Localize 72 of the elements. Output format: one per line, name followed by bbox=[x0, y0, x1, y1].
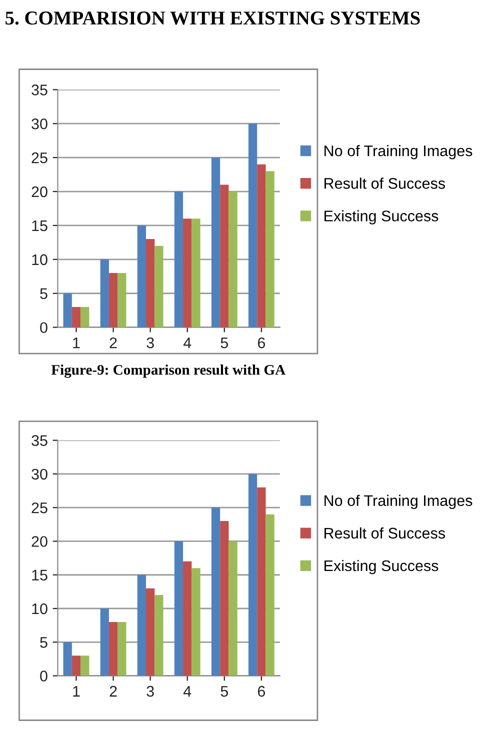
y-tick-label: 10 bbox=[32, 603, 48, 614]
bar bbox=[137, 225, 146, 328]
bar bbox=[211, 158, 220, 328]
legend-label: Result of Success bbox=[324, 527, 445, 539]
bar bbox=[174, 541, 184, 676]
chart-title: 5. COMPARISION WITH EXISTING SYSTEMS bbox=[6, 12, 420, 25]
x-tick-label: 3 bbox=[146, 686, 154, 697]
bar bbox=[257, 164, 266, 328]
y-tick-label: 35 bbox=[32, 435, 48, 446]
bar bbox=[137, 574, 146, 676]
legend-label: No of Training Images bbox=[324, 145, 472, 160]
bar bbox=[174, 192, 184, 328]
bar bbox=[72, 306, 81, 328]
y-tick-label: 15 bbox=[32, 570, 48, 581]
bar bbox=[63, 642, 72, 676]
bar bbox=[266, 171, 274, 328]
bar bbox=[211, 508, 220, 676]
bar bbox=[248, 124, 258, 328]
y-tick-label: 0 bbox=[40, 670, 48, 682]
bar bbox=[266, 514, 274, 676]
x-tick-label: 3 bbox=[146, 337, 154, 348]
y-tick-label: 35 bbox=[32, 84, 48, 96]
bar bbox=[257, 487, 266, 676]
bar bbox=[72, 656, 81, 676]
x-tick-label: 5 bbox=[220, 686, 228, 697]
bar bbox=[192, 218, 200, 328]
x-tick-label: 4 bbox=[183, 338, 192, 348]
y-tick-label: 25 bbox=[32, 152, 48, 164]
y-tick-label: 5 bbox=[40, 637, 48, 648]
legend-label: Existing Success bbox=[324, 560, 438, 574]
y-tick-label: 30 bbox=[32, 118, 48, 130]
y-tick-label: 10 bbox=[32, 254, 48, 266]
bar bbox=[248, 474, 258, 676]
legend-label: Existing Success bbox=[324, 210, 438, 224]
y-tick-label: 20 bbox=[32, 186, 48, 198]
bar bbox=[80, 306, 90, 328]
bar bbox=[146, 588, 155, 676]
y-tick-label: 30 bbox=[32, 468, 48, 480]
bar bbox=[108, 273, 118, 328]
bar bbox=[220, 521, 229, 676]
bar bbox=[100, 608, 109, 676]
legend-label: No of Training Images bbox=[324, 494, 472, 510]
y-tick-label: 0 bbox=[40, 322, 48, 334]
bar bbox=[154, 246, 164, 328]
x-tick-label: 6 bbox=[258, 337, 265, 348]
bar bbox=[146, 239, 155, 328]
bar bbox=[228, 192, 238, 328]
bar bbox=[228, 541, 238, 676]
x-tick-label: 1 bbox=[73, 338, 80, 348]
legend-label: Result of Success bbox=[324, 178, 445, 189]
x-tick-label: 1 bbox=[73, 686, 80, 697]
bar bbox=[108, 622, 118, 676]
y-tick-label: 25 bbox=[32, 502, 48, 514]
bar bbox=[192, 568, 200, 676]
x-tick-label: 4 bbox=[183, 686, 192, 697]
text: Figure-9: Comparison result with GA bbox=[51, 364, 286, 378]
x-tick-label: 5 bbox=[220, 338, 228, 348]
bar bbox=[183, 218, 192, 328]
bar bbox=[63, 293, 72, 328]
bar bbox=[220, 184, 229, 328]
x-tick-label: 2 bbox=[110, 686, 117, 697]
x-tick-label: 2 bbox=[110, 337, 117, 348]
x-tick-label: 6 bbox=[258, 686, 265, 697]
bar bbox=[154, 595, 164, 676]
bar bbox=[80, 656, 90, 676]
y-tick-label: 20 bbox=[32, 536, 48, 547]
bar bbox=[118, 273, 126, 328]
y-tick-label: 5 bbox=[40, 288, 48, 300]
bar bbox=[118, 622, 126, 676]
bar bbox=[100, 259, 109, 328]
y-tick-label: 15 bbox=[32, 220, 48, 232]
bar bbox=[183, 561, 192, 676]
